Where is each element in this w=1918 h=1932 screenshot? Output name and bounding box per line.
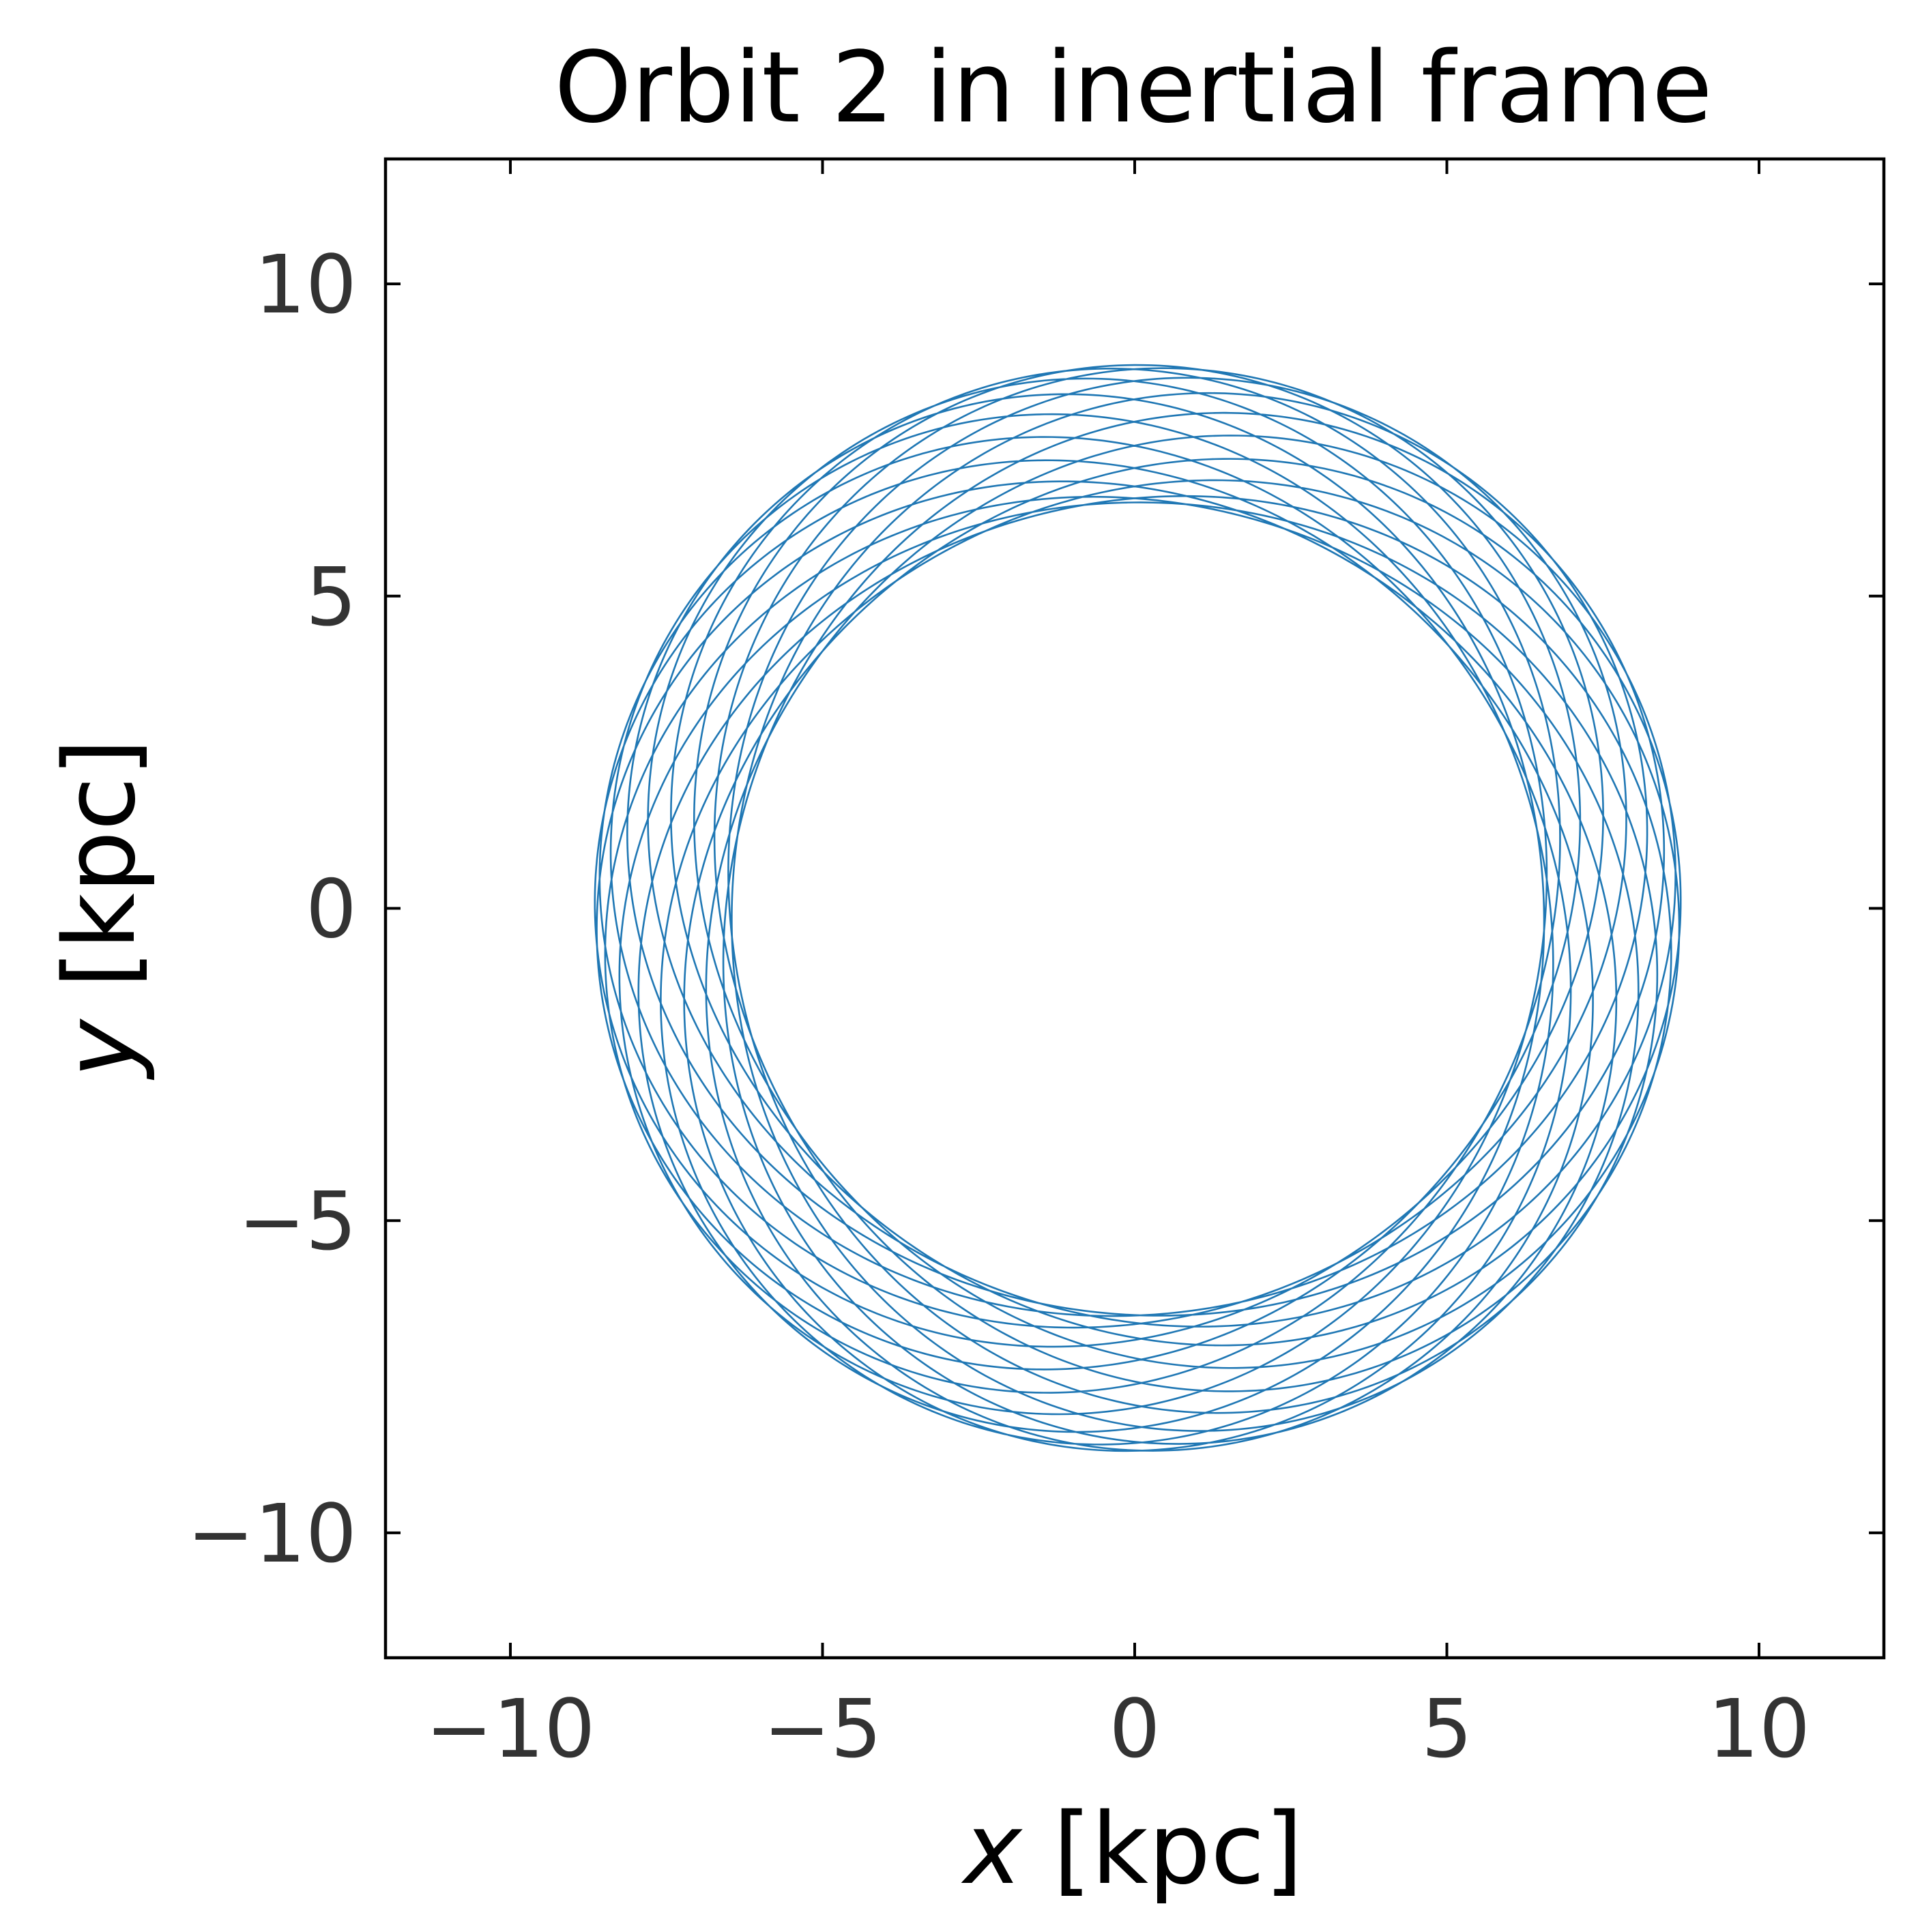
x-tick-label-0: −10	[425, 1682, 595, 1776]
y-tick-label-3: 5	[306, 550, 357, 644]
x-tick-label-4: 10	[1708, 1682, 1810, 1776]
x-tick-labels: −10 −5 0 5 10	[425, 1682, 1810, 1776]
x-axis-variable: x	[961, 1791, 1023, 1906]
y-axis-label: y [kpc]	[42, 738, 157, 1080]
x-tick-label-2: 0	[1109, 1682, 1160, 1776]
orbit-series-0	[594, 364, 1682, 1452]
axes-frame	[383, 157, 1886, 1660]
y-axis-variable: y	[42, 1019, 157, 1081]
y-axis-unit: [kpc]	[42, 738, 157, 988]
tick-layer	[386, 159, 1884, 1658]
y-tick-label-1: −5	[238, 1174, 357, 1268]
y-axis-spacer	[42, 989, 157, 1020]
orbit-layer	[594, 364, 1682, 1452]
y-tick-label-4: 10	[255, 237, 357, 332]
x-axis-spacer	[1022, 1791, 1054, 1906]
x-axis-unit: [kpc]	[1053, 1791, 1303, 1906]
y-tick-label-0: −10	[187, 1487, 357, 1581]
x-tick-label-3: 5	[1421, 1682, 1472, 1776]
plot-area	[383, 157, 1886, 1660]
y-tick-label-2: 0	[306, 862, 357, 956]
y-tick-labels: −10 −5 0 5 10	[187, 237, 357, 1581]
x-axis-label: x [kpc]	[961, 1791, 1303, 1906]
x-tick-label-1: −5	[764, 1682, 882, 1776]
chart-title: Orbit 2 in inertial frame	[554, 30, 1712, 145]
